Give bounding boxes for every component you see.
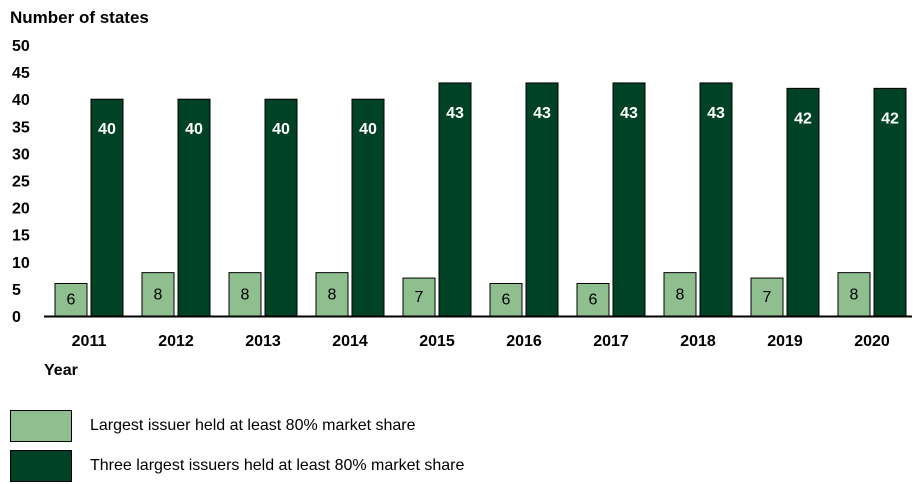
bar-chart: 0 5 10 15 20 25 30 35 40 45 50 6 40 2011 8 40 2012 8 40 201… xyxy=(12,38,912,350)
data-label: 7 xyxy=(415,289,424,306)
bar-largest-issuer xyxy=(750,277,784,317)
bar-largest-issuer xyxy=(402,277,436,317)
bar-three-largest xyxy=(525,82,559,317)
data-label: 40 xyxy=(359,121,377,138)
x-tick-label: 2015 xyxy=(419,333,455,350)
legend-label-largest-issuer: Largest issuer held at least 80% market … xyxy=(90,417,416,434)
bar-three-largest xyxy=(351,98,385,317)
data-label: 8 xyxy=(241,286,250,303)
x-tick-label: 2011 xyxy=(72,333,107,350)
bar-three-largest xyxy=(264,98,298,317)
data-label: 8 xyxy=(676,286,685,303)
y-tick-label: 50 xyxy=(12,38,30,55)
legend-item-largest-issuer: Largest issuer held at least 80% market … xyxy=(10,410,630,444)
data-label: 6 xyxy=(67,292,76,309)
y-tick-label: 20 xyxy=(12,201,30,218)
data-label: 43 xyxy=(707,105,725,122)
bar-largest-issuer xyxy=(54,282,88,317)
data-label: 43 xyxy=(533,105,551,122)
bar-largest-issuer xyxy=(489,282,523,317)
data-label: 42 xyxy=(794,110,812,127)
y-tick-label: 35 xyxy=(12,119,30,136)
x-tick-label: 2020 xyxy=(854,333,890,350)
x-tick-label: 2014 xyxy=(332,333,368,350)
x-tick-label: 2013 xyxy=(245,333,281,350)
y-tick-label: 10 xyxy=(12,255,30,272)
x-tick-label: 2016 xyxy=(506,333,542,350)
legend-swatch-dark-green xyxy=(10,450,72,482)
y-axis-title: Number of states xyxy=(10,8,149,27)
data-label: 40 xyxy=(185,121,203,138)
bar-three-largest xyxy=(873,87,907,317)
x-tick-label: 2018 xyxy=(680,333,716,350)
y-tick-label: 15 xyxy=(12,228,30,245)
data-label: 7 xyxy=(763,289,772,306)
bar-three-largest xyxy=(612,82,646,317)
data-label: 43 xyxy=(446,105,464,122)
data-label: 8 xyxy=(850,286,859,303)
legend-label-three-largest: Three largest issuers held at least 80% … xyxy=(90,457,465,474)
data-label: 40 xyxy=(272,121,290,138)
bar-largest-issuer xyxy=(315,272,349,317)
bar-largest-issuer xyxy=(576,282,610,317)
x-axis-title: Year xyxy=(44,362,78,379)
bar-largest-issuer xyxy=(141,272,175,317)
y-tick-label: 0 xyxy=(12,309,21,326)
data-label: 6 xyxy=(589,292,598,309)
y-tick-label: 5 xyxy=(12,282,21,299)
data-label: 43 xyxy=(620,105,638,122)
data-label: 6 xyxy=(502,292,511,309)
legend-item-three-largest: Three largest issuers held at least 80% … xyxy=(10,450,630,484)
x-tick-label: 2019 xyxy=(767,333,803,350)
y-tick-label: 45 xyxy=(12,65,30,82)
data-label: 8 xyxy=(328,286,337,303)
y-tick-label: 40 xyxy=(12,92,30,109)
data-label: 40 xyxy=(98,121,116,138)
x-tick-label: 2012 xyxy=(158,333,194,350)
bar-three-largest xyxy=(786,87,820,317)
data-label: 8 xyxy=(154,286,163,303)
bar-three-largest xyxy=(177,98,211,317)
bar-three-largest xyxy=(699,82,733,317)
x-tick-label: 2017 xyxy=(593,333,629,350)
data-label: 42 xyxy=(881,110,899,127)
y-tick-label: 30 xyxy=(12,146,30,163)
bar-largest-issuer xyxy=(837,272,871,317)
y-tick-label: 25 xyxy=(12,174,30,191)
bar-largest-issuer xyxy=(663,272,697,317)
legend-swatch-light-green xyxy=(10,410,72,442)
